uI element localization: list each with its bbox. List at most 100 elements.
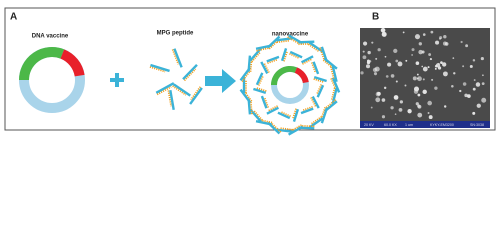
particle xyxy=(437,66,442,70)
particle xyxy=(413,89,419,94)
peptide-chain xyxy=(302,58,313,65)
particle xyxy=(482,74,484,77)
particle xyxy=(362,50,365,53)
particle xyxy=(462,82,467,86)
ring-green xyxy=(271,66,297,86)
peptide-rod xyxy=(300,107,314,115)
peptide-chain xyxy=(310,62,317,73)
particle xyxy=(404,84,407,87)
particle xyxy=(407,109,412,114)
particle xyxy=(414,34,421,40)
particle xyxy=(422,78,425,81)
peptide-rod xyxy=(298,40,315,44)
particle xyxy=(422,33,426,36)
particle xyxy=(381,115,386,119)
particle xyxy=(390,106,394,110)
peptide-chain xyxy=(302,105,313,112)
peptide-rod xyxy=(311,95,320,109)
peptide-chain xyxy=(149,66,166,73)
particle xyxy=(381,98,386,102)
particle xyxy=(363,41,368,46)
particle xyxy=(422,66,428,72)
peptide-rod xyxy=(266,55,280,63)
peptide-chain xyxy=(258,75,264,86)
particle xyxy=(460,40,463,44)
particle xyxy=(421,65,424,68)
particle xyxy=(383,86,387,90)
peptide-rod xyxy=(331,65,338,83)
particle xyxy=(393,48,398,53)
peptide-rod xyxy=(182,63,198,81)
peptide-chain xyxy=(167,90,172,107)
particle xyxy=(405,59,408,62)
peptide-rod xyxy=(169,89,175,111)
scale-bar-text: 60.0 KX xyxy=(384,123,397,127)
ring-red xyxy=(294,67,309,84)
nanovaccine xyxy=(239,34,341,136)
peptide-chain xyxy=(263,97,270,108)
particle xyxy=(452,57,455,60)
particle xyxy=(370,106,373,109)
particle xyxy=(435,40,440,45)
scale-bar-text: 20 KV xyxy=(364,123,374,127)
particle xyxy=(434,67,437,70)
particle xyxy=(412,76,417,81)
particle xyxy=(418,42,422,46)
particle xyxy=(462,65,465,68)
peptide-rod xyxy=(266,106,280,115)
particle xyxy=(380,27,386,33)
particle xyxy=(428,115,433,120)
figure: A B DNA vaccine MPG peptide nanovaccine … xyxy=(4,7,496,136)
particle xyxy=(439,37,442,40)
peptide-rod xyxy=(255,120,272,126)
nanovaccine-label: nanovaccine xyxy=(272,32,309,38)
peptide-chain xyxy=(267,105,278,112)
peptide-chain xyxy=(313,78,324,83)
peptide-rod xyxy=(288,125,304,136)
peptides xyxy=(149,48,203,111)
particle xyxy=(371,41,374,44)
peptide-label: MPG peptide xyxy=(157,31,194,37)
particle xyxy=(395,80,398,83)
particle xyxy=(390,74,395,78)
peptide-rod xyxy=(331,77,341,93)
peptide-rod xyxy=(289,50,303,59)
peptide-rod xyxy=(320,107,329,124)
particle xyxy=(427,112,430,114)
particle xyxy=(473,79,476,81)
particle xyxy=(427,100,432,106)
particle xyxy=(422,89,427,95)
peptide-chain xyxy=(172,85,187,96)
particle xyxy=(440,61,443,64)
particle xyxy=(459,89,462,93)
peptide-rod xyxy=(323,57,338,70)
particle xyxy=(472,59,476,62)
particle xyxy=(399,100,403,104)
ring-red xyxy=(60,49,85,77)
particle xyxy=(417,104,421,108)
peptide-rod xyxy=(173,48,183,68)
dna-ring xyxy=(19,47,85,113)
particle xyxy=(453,72,456,75)
peptide-chain xyxy=(156,86,172,96)
particle xyxy=(464,93,468,98)
particle xyxy=(411,48,415,52)
peptide-chain xyxy=(171,49,180,65)
particle xyxy=(431,78,434,81)
arrow xyxy=(205,69,236,93)
particle xyxy=(385,75,389,78)
particle xyxy=(365,64,371,69)
peptide-rod xyxy=(313,75,327,83)
particle xyxy=(418,49,423,55)
peptide-rod xyxy=(155,82,175,94)
scale-bar-text: 1 um xyxy=(405,123,413,127)
particle xyxy=(443,105,447,108)
particle xyxy=(465,44,469,48)
particle xyxy=(398,107,403,112)
particle xyxy=(480,57,484,61)
peptide-rod xyxy=(189,87,203,105)
peptide-chain xyxy=(310,97,317,108)
particle xyxy=(437,62,440,65)
particle xyxy=(429,57,433,61)
particle xyxy=(372,67,378,73)
